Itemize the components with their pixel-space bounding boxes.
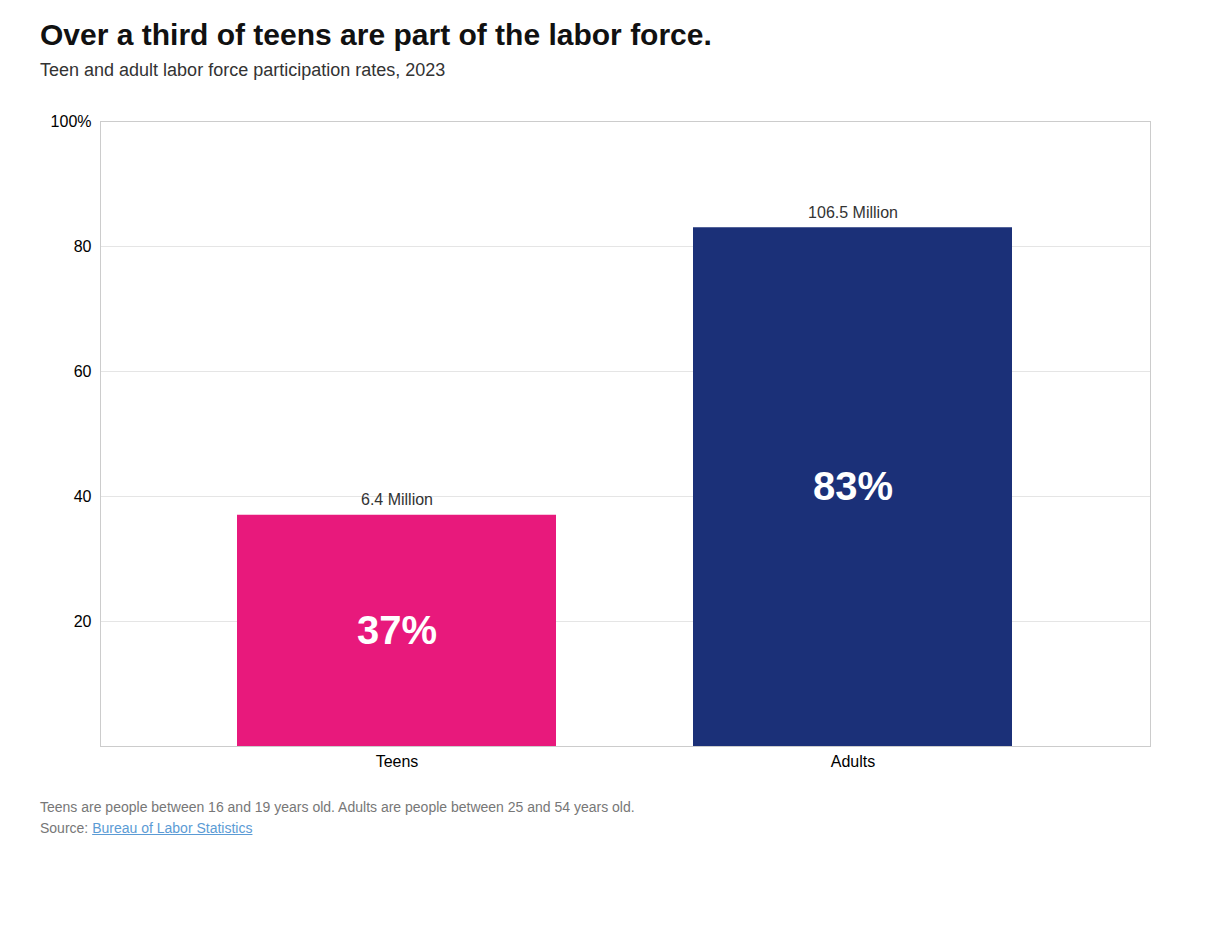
svg-text:80: 80 [74,238,92,255]
svg-text:Teens: Teens [376,753,419,770]
svg-text:6.4 Million: 6.4 Million [361,491,433,508]
svg-text:60: 60 [74,363,92,380]
html-text:Teen and adult labor force par: Teen and adult labor force participation… [40,60,446,80]
svg-text:Adults: Adults [831,753,875,770]
svg-text:37%: 37% [357,608,437,652]
html-text:Over a third of teens are part: Over a third of teens are part of the la… [40,18,712,51]
html-text:Teens are people between 16 an: Teens are people between 16 and 19 years… [40,799,635,815]
svg-text:106.5 Million: 106.5 Million [808,204,898,221]
svg-text:40: 40 [74,488,92,505]
svg-text:20: 20 [74,613,92,630]
html-text:Source: Bureau of Labor Statis: Source: Bureau of Labor Statistics [40,820,253,836]
svg-text:100%: 100% [51,113,92,130]
svg-text:83%: 83% [813,464,893,508]
